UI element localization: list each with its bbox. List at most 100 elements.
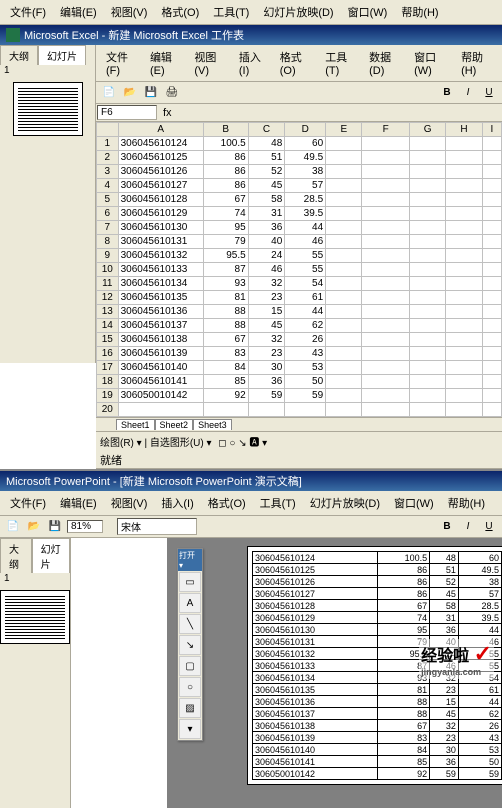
cell[interactable]: 306045610139: [253, 732, 378, 744]
open-icon[interactable]: 📂: [25, 518, 43, 536]
cell[interactable]: 306045610138: [253, 720, 378, 732]
cell[interactable]: 44: [458, 624, 501, 636]
menu-item[interactable]: 窗口(W): [342, 2, 394, 22]
cell[interactable]: 100.5: [203, 137, 248, 151]
cell[interactable]: 306045610140: [118, 361, 203, 375]
name-box[interactable]: F6: [97, 105, 157, 120]
cell[interactable]: [482, 249, 501, 263]
cell[interactable]: [446, 361, 482, 375]
tool-text-icon[interactable]: A: [179, 593, 201, 613]
cell[interactable]: 61: [285, 291, 326, 305]
cell[interactable]: [409, 333, 445, 347]
cell[interactable]: 60: [458, 552, 501, 564]
cell[interactable]: 95: [203, 221, 248, 235]
cell[interactable]: 306045610140: [253, 744, 378, 756]
cell[interactable]: 43: [458, 732, 501, 744]
cell[interactable]: [326, 333, 362, 347]
menu-item[interactable]: 编辑(E): [54, 493, 103, 513]
cell[interactable]: [446, 263, 482, 277]
cell[interactable]: 15: [430, 696, 459, 708]
cell[interactable]: [446, 249, 482, 263]
cell[interactable]: [362, 291, 410, 305]
cell[interactable]: 306045610131: [253, 636, 378, 648]
tab-slides[interactable]: 幻灯片: [38, 45, 86, 65]
cell[interactable]: [326, 193, 362, 207]
cell[interactable]: [362, 207, 410, 221]
cell[interactable]: 306045610124: [253, 552, 378, 564]
cell[interactable]: 59: [248, 389, 285, 403]
tab-slides[interactable]: 幻灯片: [32, 538, 70, 573]
cell[interactable]: 44: [285, 221, 326, 235]
slide-thumbnail[interactable]: [13, 82, 83, 136]
cell[interactable]: 306045610125: [253, 564, 378, 576]
col-header[interactable]: H: [446, 123, 482, 137]
cell[interactable]: [482, 207, 501, 221]
cell[interactable]: [326, 347, 362, 361]
tool-rect-icon[interactable]: ▢: [179, 656, 201, 676]
cell[interactable]: 59: [285, 389, 326, 403]
cell[interactable]: [326, 277, 362, 291]
cell[interactable]: [409, 291, 445, 305]
cell[interactable]: [409, 235, 445, 249]
cell[interactable]: [482, 151, 501, 165]
cell[interactable]: 306045610128: [253, 600, 378, 612]
cell[interactable]: 74: [203, 207, 248, 221]
menu-item[interactable]: 格式(O): [155, 2, 205, 22]
cell[interactable]: [409, 305, 445, 319]
cell[interactable]: 306045610136: [118, 305, 203, 319]
cell[interactable]: [446, 347, 482, 361]
cell[interactable]: 85: [377, 756, 430, 768]
save-icon[interactable]: 💾: [46, 518, 64, 536]
cell[interactable]: [362, 333, 410, 347]
cell[interactable]: 86: [203, 165, 248, 179]
menu-item[interactable]: 幻灯片放映(D): [257, 2, 339, 22]
menu-item[interactable]: 文件(F): [4, 2, 52, 22]
cell[interactable]: [326, 305, 362, 319]
tool-more-icon[interactable]: ▾: [179, 719, 201, 739]
cell[interactable]: [362, 361, 410, 375]
cell[interactable]: [482, 221, 501, 235]
cell[interactable]: [362, 249, 410, 263]
cell[interactable]: [482, 193, 501, 207]
menu-item[interactable]: 帮助(H): [395, 2, 444, 22]
cell[interactable]: 30: [248, 361, 285, 375]
cell[interactable]: 23: [248, 291, 285, 305]
cell[interactable]: 51: [248, 151, 285, 165]
cell[interactable]: [409, 151, 445, 165]
cell[interactable]: [326, 207, 362, 221]
cell[interactable]: [326, 375, 362, 389]
cell[interactable]: 32: [248, 333, 285, 347]
cell[interactable]: 306045610127: [118, 179, 203, 193]
cell[interactable]: [362, 221, 410, 235]
cell[interactable]: [446, 151, 482, 165]
cell[interactable]: [362, 347, 410, 361]
cell[interactable]: 45: [248, 319, 285, 333]
cell[interactable]: [362, 235, 410, 249]
cell[interactable]: 24: [248, 249, 285, 263]
menu-item[interactable]: 编辑(E): [144, 47, 186, 79]
menu-item[interactable]: 数据(D): [363, 47, 406, 79]
cell[interactable]: [446, 277, 482, 291]
cell[interactable]: 306045610141: [253, 756, 378, 768]
cell[interactable]: 38: [285, 165, 326, 179]
tool-select-icon[interactable]: ▭: [179, 572, 201, 592]
cell[interactable]: 306045610136: [253, 696, 378, 708]
cell[interactable]: 92: [377, 768, 430, 780]
cell[interactable]: 31: [430, 612, 459, 624]
bold-icon[interactable]: B: [438, 518, 456, 536]
row-header[interactable]: 8: [97, 235, 119, 249]
cell[interactable]: 306045610130: [118, 221, 203, 235]
col-header[interactable]: D: [285, 123, 326, 137]
draw-menu[interactable]: 绘图(R) ▾ | 自选图形(U) ▾: [100, 438, 212, 449]
cell[interactable]: 306045610132: [253, 648, 378, 660]
cell[interactable]: [409, 277, 445, 291]
cell[interactable]: [482, 179, 501, 193]
cell[interactable]: 86: [377, 576, 430, 588]
menu-item[interactable]: 帮助(H): [455, 47, 498, 79]
cell[interactable]: [362, 137, 410, 151]
cell[interactable]: 32: [430, 720, 459, 732]
cell[interactable]: 306050010142: [118, 389, 203, 403]
cell[interactable]: 86: [203, 151, 248, 165]
cell[interactable]: 45: [430, 588, 459, 600]
cell[interactable]: 61: [458, 684, 501, 696]
